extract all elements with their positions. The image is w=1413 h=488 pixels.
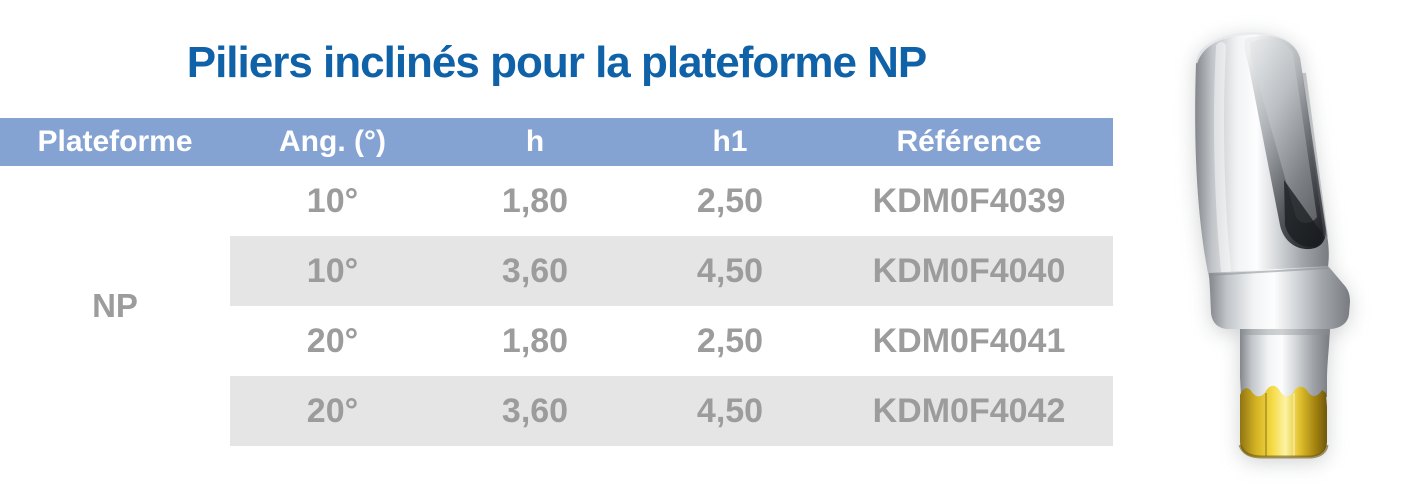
page-title: Piliers inclinés pour la plateforme NP	[186, 38, 928, 87]
cell-h1: 2,50	[696, 321, 764, 360]
platform-cell: NP	[0, 166, 230, 446]
cell-reference: KDM0F4040	[872, 251, 1066, 290]
cell-angle: 20°	[306, 321, 359, 360]
table-row: 10° 3,60 4,50 KDM0F4040	[230, 236, 1113, 306]
cell-angle: 20°	[306, 391, 359, 430]
column-header-h: h	[525, 125, 545, 158]
abutment-stem	[1240, 329, 1330, 397]
cell-h: 3,60	[501, 391, 569, 430]
abutment-flange	[1209, 266, 1350, 329]
column-header-h1: h1	[712, 125, 748, 158]
column-header-angle: Ang. (°)	[279, 125, 386, 158]
cell-h1: 2,50	[696, 181, 764, 220]
column-header-plateforme: Plateforme	[37, 125, 193, 158]
cell-reference: KDM0F4042	[872, 391, 1066, 430]
cell-angle: 10°	[306, 181, 359, 220]
abutment-cut-face	[1244, 35, 1326, 250]
cell-h1: 4,50	[696, 391, 764, 430]
column-header-reference: Référence	[896, 125, 1042, 158]
cell-angle: 10°	[306, 251, 359, 290]
table-header-row: Plateforme Ang. (°) h h1 Référence	[0, 118, 1113, 166]
table-rows: 10° 1,80 2,50 KDM0F4039 10° 3,60 4,50 KD…	[230, 166, 1113, 446]
cell-reference: KDM0F4041	[872, 321, 1066, 360]
table-row: 20° 3,60 4,50 KDM0F4042	[230, 376, 1113, 446]
cell-h1: 4,50	[696, 251, 764, 290]
abutment-table: Plateforme Ang. (°) h h1 Référence NP 10…	[0, 118, 1113, 446]
cell-reference: KDM0F4039	[872, 181, 1066, 220]
table-row: 20° 1,80 2,50 KDM0F4041	[230, 306, 1113, 376]
cell-h: 3,60	[501, 251, 569, 290]
table-body: NP 10° 1,80 2,50 KDM0F4039 10° 3,60 4,50…	[0, 166, 1113, 446]
abutment-gold-hex	[1240, 385, 1327, 457]
cell-h: 1,80	[501, 321, 569, 360]
cell-h: 1,80	[501, 181, 569, 220]
table-row: 10° 1,80 2,50 KDM0F4039	[230, 166, 1113, 236]
abutment-illustration	[1194, 32, 1350, 459]
